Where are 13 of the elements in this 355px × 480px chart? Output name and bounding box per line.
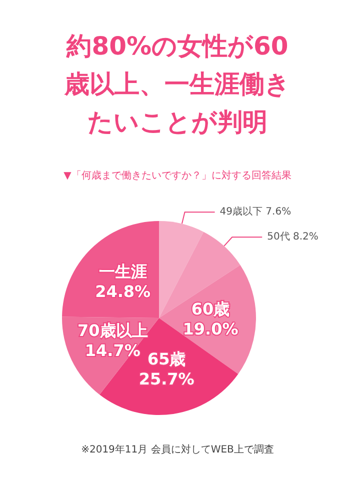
slice-label: 50代 8.2%	[267, 232, 318, 243]
slice-label: 60歳	[191, 299, 230, 318]
slice-label: 65歳	[147, 349, 186, 368]
data-label: 19.0%	[182, 319, 238, 338]
text: ※2019年11月 会員に対してWEB上で調査	[81, 444, 274, 456]
slice-label: 49歳以下 7.6%	[220, 206, 292, 218]
data-label: 14.7%	[84, 340, 140, 360]
data-label: 25.7%	[138, 369, 194, 388]
slice-label: 70歳以上	[77, 320, 148, 340]
chart-title: 約80%の女性が60歳以上、一生涯働きたいことが判明	[64, 32, 290, 136]
chart-subtitle: ▼「何歳まで働きたいですか？」に対する回答結果	[64, 170, 292, 182]
slice-label: 一生涯	[98, 262, 147, 281]
data-label: 24.8%	[95, 282, 151, 301]
